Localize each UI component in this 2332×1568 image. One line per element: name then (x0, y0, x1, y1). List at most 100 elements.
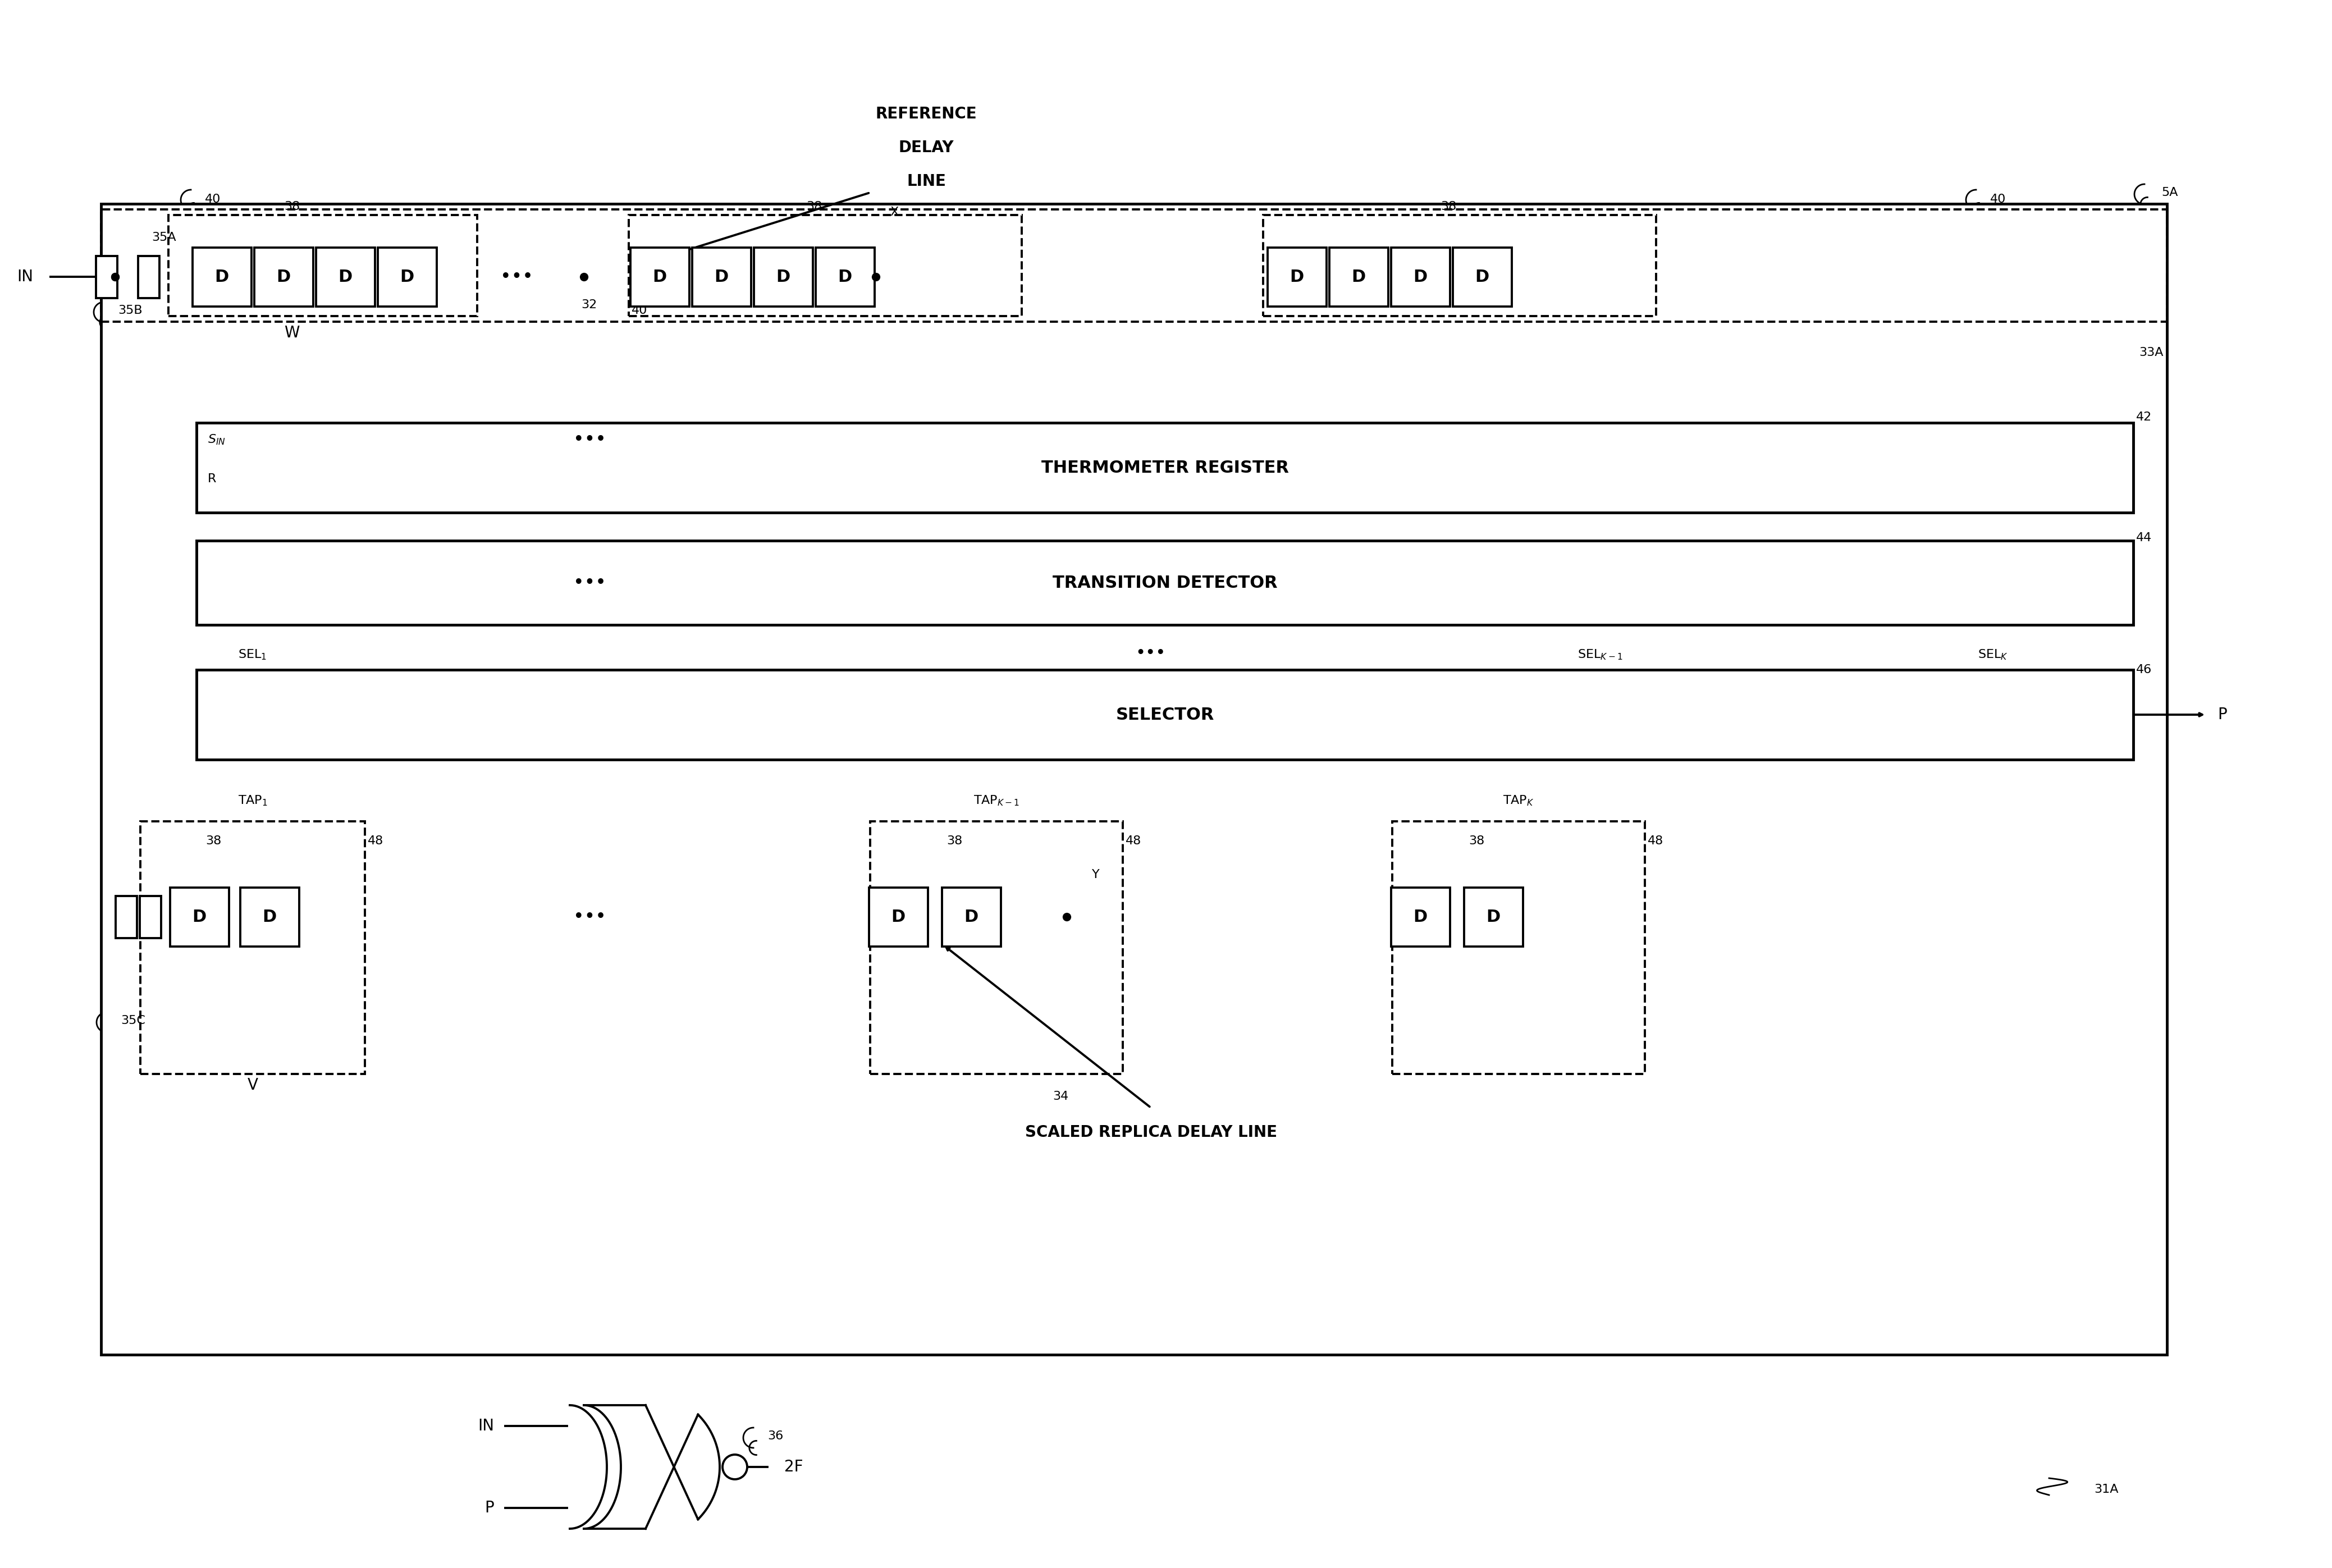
Text: D: D (278, 268, 292, 285)
Text: 5A: 5A (2162, 187, 2178, 198)
Text: 38: 38 (947, 836, 963, 847)
Text: 48: 48 (1126, 836, 1140, 847)
Bar (1266, 248, 1327, 306)
Text: 38: 38 (807, 201, 821, 212)
Text: •••: ••• (574, 908, 606, 927)
Text: 31A: 31A (2094, 1483, 2117, 1494)
Text: D: D (891, 908, 905, 925)
Text: 2F: 2F (784, 1460, 802, 1475)
Text: SEL$_K$: SEL$_K$ (1978, 648, 2008, 662)
Text: 44: 44 (2136, 532, 2152, 544)
Bar (168, 215, 478, 317)
Text: $S_{IN}$: $S_{IN}$ (208, 433, 226, 447)
Text: W: W (285, 325, 298, 340)
Bar (816, 248, 874, 306)
Text: THERMOMETER REGISTER: THERMOMETER REGISTER (1040, 459, 1290, 475)
Text: 38: 38 (1441, 201, 1455, 212)
Bar (1264, 215, 1656, 317)
Text: D: D (837, 268, 851, 285)
Bar (196, 423, 2134, 513)
Bar (100, 204, 2166, 1355)
Bar (140, 895, 161, 938)
Bar (630, 215, 1021, 317)
Text: 48: 48 (368, 836, 382, 847)
Bar (1329, 248, 1388, 306)
Text: 38: 38 (205, 836, 222, 847)
Text: D: D (215, 268, 229, 285)
Text: 36: 36 (767, 1430, 784, 1441)
Text: •••: ••• (574, 430, 606, 448)
Text: P: P (2218, 707, 2227, 723)
Text: 35B: 35B (119, 304, 142, 317)
Text: 42: 42 (2136, 411, 2152, 423)
Text: IN: IN (16, 270, 33, 285)
Bar (96, 256, 117, 298)
Bar (117, 895, 138, 938)
Bar (170, 887, 229, 946)
Text: D: D (1353, 268, 1367, 285)
Text: 33A: 33A (2138, 347, 2164, 358)
Text: 34: 34 (1052, 1091, 1068, 1102)
Bar (191, 248, 252, 306)
Text: 38: 38 (1469, 836, 1485, 847)
Bar (1390, 887, 1451, 946)
Bar (138, 256, 159, 298)
Text: DELAY: DELAY (898, 140, 954, 155)
Text: REFERENCE: REFERENCE (874, 107, 977, 122)
Bar (753, 248, 812, 306)
Text: D: D (653, 268, 667, 285)
Text: 40: 40 (632, 304, 648, 317)
Text: V: V (247, 1077, 259, 1093)
Text: 40: 40 (1989, 194, 2006, 205)
Text: D: D (1474, 268, 1490, 285)
Bar (870, 822, 1122, 1074)
Text: D: D (1485, 908, 1499, 925)
Text: SCALED REPLICA DELAY LINE: SCALED REPLICA DELAY LINE (1024, 1124, 1278, 1140)
Text: 46: 46 (2136, 665, 2152, 676)
Text: •••: ••• (499, 268, 534, 285)
Bar (693, 248, 751, 306)
Text: D: D (191, 908, 205, 925)
Bar (240, 887, 298, 946)
Text: TAP$_{K-1}$: TAP$_{K-1}$ (972, 793, 1019, 808)
Bar (1392, 822, 1644, 1074)
Text: D: D (1290, 268, 1304, 285)
Text: IN: IN (478, 1417, 494, 1433)
Text: D: D (399, 268, 415, 285)
Text: LINE: LINE (907, 174, 947, 190)
Bar (630, 248, 688, 306)
Text: SEL$_{K-1}$: SEL$_{K-1}$ (1576, 648, 1623, 662)
Text: 40: 40 (205, 194, 222, 205)
Bar (1464, 887, 1523, 946)
Bar (870, 887, 928, 946)
Bar (100, 210, 2166, 321)
Text: D: D (777, 268, 791, 285)
Text: 48: 48 (1649, 836, 1663, 847)
Text: •••: ••• (1136, 644, 1166, 662)
Text: •••: ••• (574, 574, 606, 593)
Text: Y: Y (1091, 869, 1101, 880)
Text: 38: 38 (285, 201, 301, 212)
Text: D: D (264, 908, 278, 925)
Bar (1390, 248, 1451, 306)
Text: D: D (963, 908, 979, 925)
Bar (140, 822, 364, 1074)
Bar (1453, 248, 1511, 306)
Bar (254, 248, 312, 306)
Text: 35A: 35A (152, 232, 175, 243)
Text: 35C: 35C (121, 1014, 145, 1025)
Text: TAP$_K$: TAP$_K$ (1502, 793, 1534, 808)
Text: SEL$_1$: SEL$_1$ (238, 648, 266, 662)
Text: D: D (714, 268, 728, 285)
Bar (942, 887, 1000, 946)
Text: 32: 32 (581, 299, 597, 310)
Text: R: R (208, 474, 217, 485)
Text: TAP$_1$: TAP$_1$ (238, 793, 268, 808)
Bar (196, 541, 2134, 624)
Text: SELECTOR: SELECTOR (1115, 707, 1215, 723)
Bar (378, 248, 436, 306)
Bar (196, 670, 2134, 759)
Text: X: X (891, 207, 898, 218)
Text: TRANSITION DETECTOR: TRANSITION DETECTOR (1052, 574, 1278, 591)
Bar (315, 248, 375, 306)
